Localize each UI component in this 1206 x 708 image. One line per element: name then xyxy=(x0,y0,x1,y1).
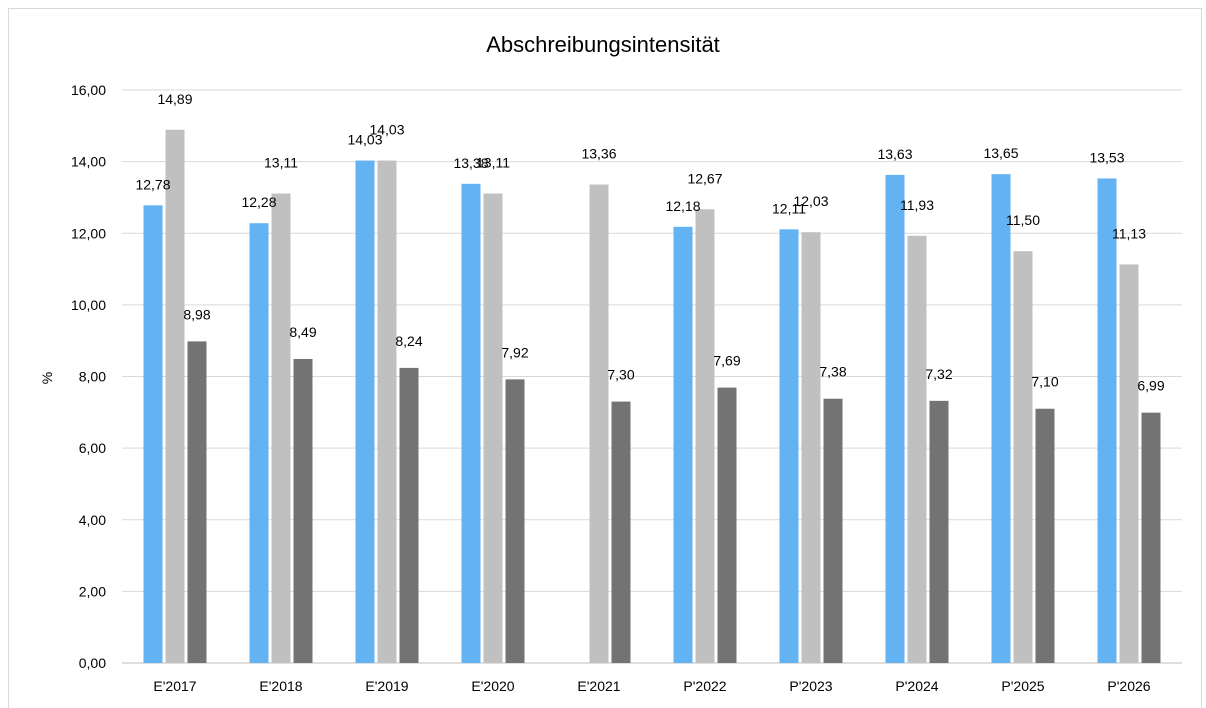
data-label: 12,03 xyxy=(793,193,828,209)
y-tick-label: 6,00 xyxy=(79,440,106,456)
data-label: 8,98 xyxy=(183,306,210,322)
data-label: 6,99 xyxy=(1137,378,1164,394)
y-tick-label: 16,00 xyxy=(71,82,106,98)
data-label: 12,11 xyxy=(772,200,806,216)
bar xyxy=(589,184,609,664)
y-axis-title: % xyxy=(39,372,55,384)
x-tick-label: P'2025 xyxy=(1001,678,1044,694)
bar xyxy=(461,183,481,664)
bar xyxy=(1119,264,1139,663)
x-tick-label: P'2024 xyxy=(895,678,938,694)
y-tick-label: 12,00 xyxy=(71,225,106,241)
bar xyxy=(801,232,821,663)
data-label: 7,32 xyxy=(925,366,952,382)
data-label: 13,53 xyxy=(1089,149,1124,165)
data-label: 13,36 xyxy=(581,146,616,162)
data-label: 7,30 xyxy=(607,367,634,383)
x-tick-label: P'2026 xyxy=(1107,678,1150,694)
bar xyxy=(143,205,163,663)
data-label: 13,11 xyxy=(264,154,298,170)
bar xyxy=(293,358,313,663)
bar xyxy=(355,160,375,663)
data-label: 11,93 xyxy=(900,197,934,213)
y-tick-label: 8,00 xyxy=(79,369,106,385)
data-label: 8,49 xyxy=(289,324,316,340)
data-label: 13,11 xyxy=(476,154,510,170)
data-label: 13,65 xyxy=(983,145,1018,161)
data-label: 7,69 xyxy=(713,353,740,369)
bar xyxy=(885,174,905,664)
bar xyxy=(1013,251,1033,663)
bar xyxy=(505,379,525,663)
data-label: 12,78 xyxy=(135,176,170,192)
bar xyxy=(399,367,419,663)
data-label: 7,38 xyxy=(819,364,846,380)
y-tick-label: 0,00 xyxy=(79,655,106,671)
y-tick-label: 10,00 xyxy=(71,297,106,313)
data-label: 14,03 xyxy=(369,122,404,138)
y-axis-ticks: 0,00 2,00 4,00 6,00 8,00 10,00 12,00 14,00 16,00 xyxy=(71,82,106,671)
bar xyxy=(377,160,397,663)
data-label: 11,50 xyxy=(1006,212,1040,228)
data-label: 8,24 xyxy=(395,333,422,349)
bar xyxy=(1097,178,1117,663)
x-tick-label: E'2017 xyxy=(153,678,196,694)
bar xyxy=(611,401,631,663)
data-label: 14,03 xyxy=(347,132,382,148)
bar xyxy=(187,341,207,663)
bar xyxy=(991,174,1011,664)
x-tick-label: P'2022 xyxy=(683,678,726,694)
chart-frame xyxy=(8,8,1202,708)
bar xyxy=(271,193,291,664)
data-label: 11,13 xyxy=(1112,225,1146,241)
bar xyxy=(717,387,737,663)
y-tick-label: 4,00 xyxy=(79,512,106,528)
data-label: 12,18 xyxy=(665,198,700,214)
bars xyxy=(143,129,1161,664)
x-tick-label: P'2023 xyxy=(789,678,832,694)
bar xyxy=(779,229,799,664)
x-axis-ticks: E'2017 E'2018 E'2019 E'2020 E'2021 P'2022 P'20… xyxy=(153,678,1150,694)
data-label: 12,28 xyxy=(241,194,276,210)
bar xyxy=(249,223,269,663)
x-tick-label: E'2021 xyxy=(577,678,620,694)
y-tick-label: 2,00 xyxy=(79,583,106,599)
bar xyxy=(823,398,843,663)
data-label: 7,92 xyxy=(501,344,528,360)
chart-title: Abschreibungsintensität xyxy=(486,32,720,57)
bar xyxy=(1141,412,1161,663)
bar xyxy=(1035,408,1055,663)
x-tick-label: E'2019 xyxy=(365,678,408,694)
x-tick-label: E'2020 xyxy=(471,678,514,694)
bar xyxy=(695,209,715,664)
data-label: 14,89 xyxy=(157,91,192,107)
data-label: 13,38 xyxy=(453,155,488,171)
y-tick-label: 14,00 xyxy=(71,154,106,170)
data-label: 13,63 xyxy=(877,146,912,162)
data-label: 12,67 xyxy=(687,170,722,186)
bar xyxy=(483,193,503,664)
x-tick-label: E'2018 xyxy=(259,678,302,694)
bar xyxy=(929,400,949,663)
bar xyxy=(673,226,693,663)
bar xyxy=(165,129,185,663)
bar xyxy=(907,235,927,663)
data-label: 7,10 xyxy=(1031,374,1058,390)
